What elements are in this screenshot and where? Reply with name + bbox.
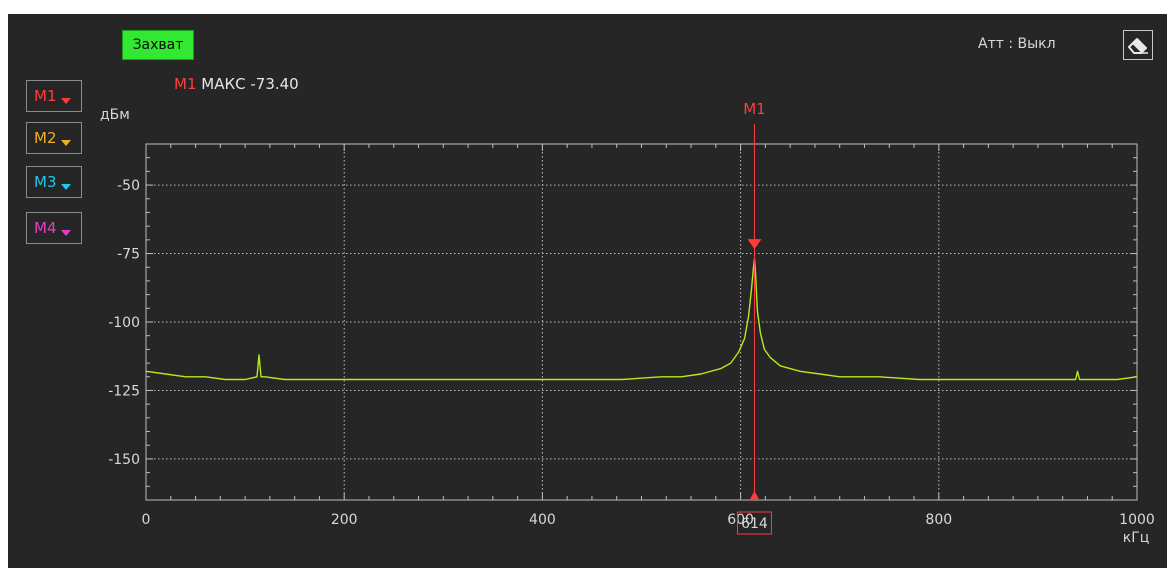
marker-m3-label: M3 [34, 173, 57, 191]
x-axis-unit: кГц [1123, 530, 1150, 546]
y-tick-label: -125 [108, 383, 140, 399]
y-tick-label: -75 [117, 247, 140, 263]
marker-m2-label: M2 [34, 129, 57, 147]
marker-m3-button[interactable]: M3 [26, 166, 82, 198]
marker-m2-button[interactable]: M2 [26, 122, 82, 154]
marker-readout-value: МАКС -73.40 [201, 75, 299, 93]
marker-m1-axis-arrow [749, 491, 760, 500]
x-tick-label: 800 [925, 512, 952, 528]
chevron-down-icon [60, 139, 71, 146]
y-tick-label: -50 [117, 178, 140, 194]
chevron-down-icon [60, 229, 71, 236]
clear-button[interactable] [1123, 30, 1153, 60]
marker-m4-label: M4 [34, 219, 57, 237]
x-tick-label: 200 [331, 512, 358, 528]
x-tick-label: 0 [142, 512, 151, 528]
marker-m1-top-label: M1 [743, 100, 766, 118]
spectrum-chart: 0 200 400 600 800 1000 -50 -75 -100 -125 -150 кГц M… [108, 100, 1155, 546]
marker-readout-name: M1 [174, 75, 197, 93]
y-tick-label: -100 [108, 315, 140, 331]
x-tick-label: 600 [727, 512, 754, 528]
x-tick-label: 400 [529, 512, 556, 528]
spectrum-panel: Захват Атт : Выкл M1 M2 M3 M4 M1 МАКС -7… [8, 14, 1167, 568]
capture-button[interactable]: Захват [122, 30, 194, 60]
marker-m4-button[interactable]: M4 [26, 212, 82, 244]
chevron-down-icon [60, 183, 71, 190]
marker-m1-button[interactable]: M1 [26, 80, 82, 112]
marker-m1-x-readout: 614 [741, 516, 768, 532]
x-tick-label: 1000 [1119, 512, 1155, 528]
y-axis-unit: дБм [100, 107, 130, 123]
eraser-icon [1128, 38, 1148, 54]
marker-m1-peak-triangle [747, 239, 762, 250]
y-tick-label: -150 [108, 452, 140, 468]
marker-readout: M1 МАКС -73.40 [174, 75, 299, 93]
marker-m1-x-box [736, 511, 772, 535]
chevron-down-icon [60, 97, 71, 104]
spectrum-trace [145, 258, 1138, 381]
marker-m1-label: M1 [34, 87, 57, 105]
attenuator-status: Атт : Выкл [978, 36, 1056, 52]
